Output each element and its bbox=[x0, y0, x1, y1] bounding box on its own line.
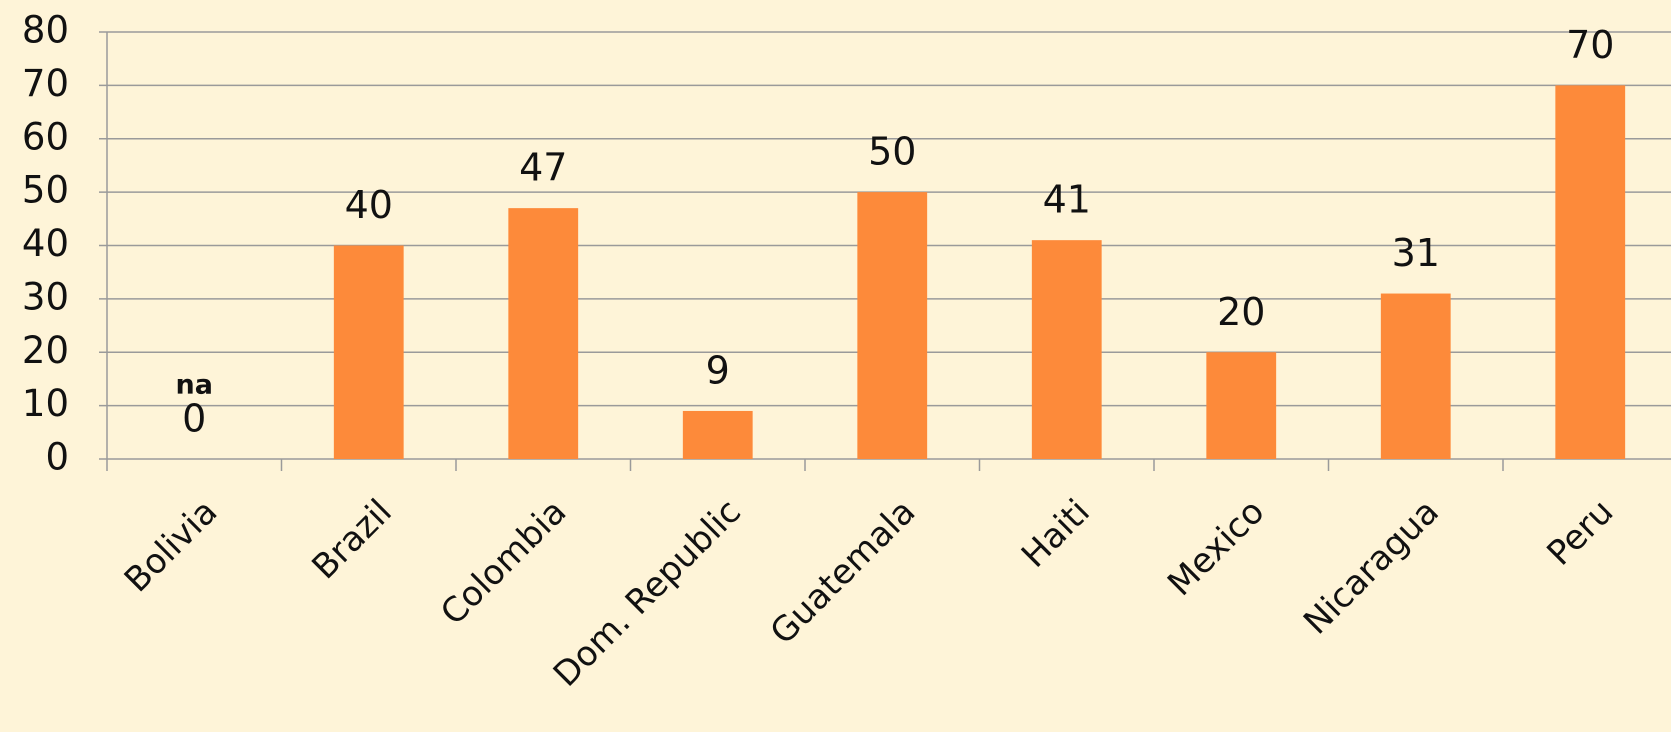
y-tick-label: 10 bbox=[22, 382, 69, 425]
bar bbox=[333, 245, 404, 459]
data-label: 0 bbox=[182, 397, 206, 441]
x-tick-label: Mexico bbox=[1160, 492, 1272, 604]
data-label: 9 bbox=[706, 348, 730, 392]
x-tick-label: Guatemala bbox=[763, 492, 924, 653]
y-tick-label: 80 bbox=[22, 9, 69, 52]
x-tick-label: Dom. Republic bbox=[546, 492, 749, 695]
x-tick-label: Brazil bbox=[304, 492, 399, 587]
x-tick-label: Haiti bbox=[1014, 492, 1098, 576]
bar bbox=[1206, 352, 1277, 459]
bar bbox=[682, 410, 753, 459]
bar bbox=[508, 208, 579, 459]
y-tick-label: 0 bbox=[45, 436, 69, 479]
annotation: na bbox=[176, 370, 213, 401]
y-tick-label: 30 bbox=[22, 275, 69, 318]
x-tick-label: Bolivia bbox=[117, 492, 225, 600]
bar bbox=[1380, 293, 1451, 459]
data-label: 40 bbox=[345, 183, 393, 227]
data-label: 50 bbox=[868, 130, 916, 174]
bar bbox=[1555, 85, 1626, 459]
y-tick-label: 70 bbox=[22, 62, 69, 105]
bar bbox=[1031, 240, 1102, 459]
y-tick-label: 50 bbox=[22, 169, 69, 212]
data-label: 70 bbox=[1566, 23, 1614, 67]
y-tick-label: 40 bbox=[22, 222, 69, 265]
data-label: 47 bbox=[519, 146, 567, 190]
y-tick-label: 20 bbox=[22, 329, 69, 372]
data-label: 41 bbox=[1043, 178, 1091, 222]
bar bbox=[857, 192, 928, 459]
data-label: 20 bbox=[1217, 290, 1265, 334]
x-tick-label: Nicaragua bbox=[1296, 492, 1447, 643]
x-tick-label: Peru bbox=[1539, 492, 1621, 574]
data-label: 31 bbox=[1392, 231, 1440, 275]
y-tick-label: 60 bbox=[22, 115, 69, 158]
x-tick-label: Colombia bbox=[433, 492, 574, 633]
